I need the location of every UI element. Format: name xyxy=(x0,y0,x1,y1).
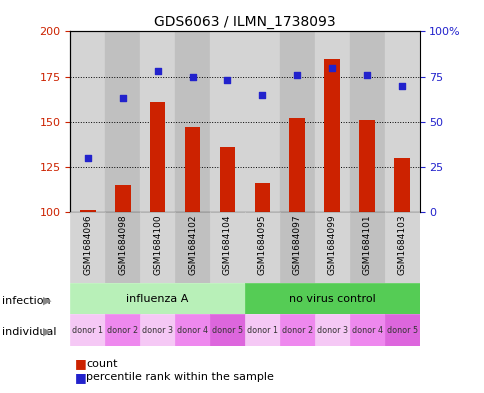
Bar xyxy=(349,31,384,212)
Text: GSM1684095: GSM1684095 xyxy=(257,214,266,275)
Bar xyxy=(324,59,339,212)
Text: donor 2: donor 2 xyxy=(107,326,138,334)
Text: GSM1684104: GSM1684104 xyxy=(223,214,231,275)
Text: GSM1684097: GSM1684097 xyxy=(292,214,301,275)
Text: influenza A: influenza A xyxy=(126,294,188,304)
Text: ■: ■ xyxy=(75,371,87,384)
Bar xyxy=(314,314,349,346)
Bar xyxy=(359,120,374,212)
Point xyxy=(119,95,126,101)
Bar xyxy=(80,210,95,212)
Text: donor 1: donor 1 xyxy=(246,326,277,334)
Bar xyxy=(349,314,384,346)
Bar xyxy=(314,212,349,283)
Bar xyxy=(105,314,140,346)
Bar xyxy=(210,314,244,346)
Bar xyxy=(70,212,105,283)
Bar xyxy=(140,212,175,283)
Bar xyxy=(393,158,409,212)
Text: GSM1684103: GSM1684103 xyxy=(397,214,406,275)
Bar xyxy=(289,118,304,212)
Bar xyxy=(70,283,244,314)
Bar xyxy=(210,31,244,212)
Text: infection: infection xyxy=(2,296,51,306)
Text: donor 4: donor 4 xyxy=(351,326,382,334)
Bar xyxy=(184,127,200,212)
Bar xyxy=(70,31,105,212)
Bar xyxy=(384,212,419,283)
Point xyxy=(188,73,196,80)
Bar xyxy=(115,185,130,212)
Text: donor 3: donor 3 xyxy=(142,326,173,334)
Text: individual: individual xyxy=(2,327,57,337)
Point xyxy=(223,77,231,83)
Bar xyxy=(279,31,314,212)
Point xyxy=(153,68,161,74)
Bar xyxy=(150,102,165,212)
Bar xyxy=(140,31,175,212)
Text: donor 2: donor 2 xyxy=(281,326,312,334)
Text: ▶: ▶ xyxy=(43,296,51,306)
Bar xyxy=(140,314,175,346)
Text: donor 1: donor 1 xyxy=(72,326,103,334)
Bar xyxy=(349,212,384,283)
Text: GSM1684101: GSM1684101 xyxy=(362,214,371,275)
Point xyxy=(363,72,370,78)
Bar xyxy=(70,314,105,346)
Text: GSM1684096: GSM1684096 xyxy=(83,214,92,275)
Bar xyxy=(384,314,419,346)
Text: percentile rank within the sample: percentile rank within the sample xyxy=(86,372,273,382)
Text: GSM1684098: GSM1684098 xyxy=(118,214,127,275)
Point xyxy=(258,92,266,98)
Bar xyxy=(175,212,210,283)
Bar xyxy=(175,314,210,346)
Text: no virus control: no virus control xyxy=(288,294,375,304)
Text: ▶: ▶ xyxy=(43,327,51,337)
Text: donor 4: donor 4 xyxy=(177,326,208,334)
Bar xyxy=(254,183,270,212)
Bar xyxy=(175,31,210,212)
Bar xyxy=(244,31,279,212)
Point xyxy=(293,72,301,78)
Bar xyxy=(244,283,419,314)
Text: GSM1684102: GSM1684102 xyxy=(188,214,197,275)
Bar xyxy=(219,147,235,212)
Text: donor 5: donor 5 xyxy=(386,326,417,334)
Bar xyxy=(105,31,140,212)
Bar xyxy=(105,212,140,283)
Text: ■: ■ xyxy=(75,357,87,370)
Point xyxy=(84,155,91,161)
Bar xyxy=(279,314,314,346)
Text: donor 5: donor 5 xyxy=(212,326,242,334)
Bar xyxy=(384,31,419,212)
Text: donor 3: donor 3 xyxy=(316,326,347,334)
Text: count: count xyxy=(86,358,118,369)
Bar xyxy=(244,314,279,346)
Title: GDS6063 / ILMN_1738093: GDS6063 / ILMN_1738093 xyxy=(154,15,335,29)
Bar xyxy=(210,212,244,283)
Bar xyxy=(279,212,314,283)
Bar xyxy=(314,31,349,212)
Bar xyxy=(244,212,279,283)
Text: GSM1684100: GSM1684100 xyxy=(153,214,162,275)
Text: GSM1684099: GSM1684099 xyxy=(327,214,336,275)
Point xyxy=(397,83,405,89)
Point xyxy=(328,64,335,71)
